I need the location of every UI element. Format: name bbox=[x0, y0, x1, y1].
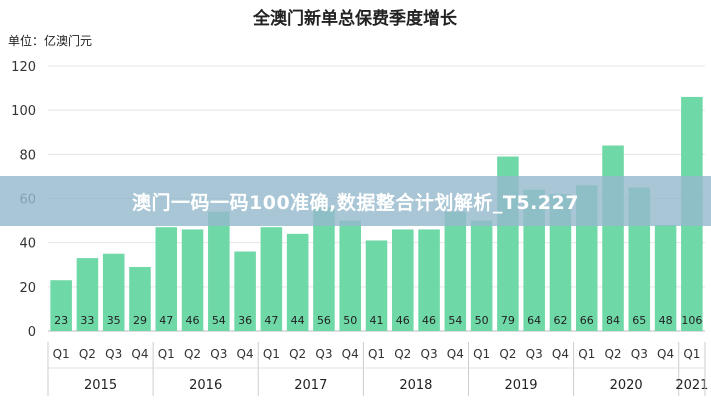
x-tick-label: Q4 bbox=[657, 347, 674, 361]
y-tick-label: 100 bbox=[11, 104, 36, 119]
y-axis: 020406080100120 bbox=[11, 60, 36, 340]
bar-value-label: 79 bbox=[501, 314, 515, 327]
bar-value-label: 33 bbox=[80, 314, 94, 327]
bar bbox=[208, 211, 230, 331]
bar-value-label: 36 bbox=[238, 314, 252, 327]
bar bbox=[155, 227, 178, 331]
bar bbox=[418, 229, 440, 331]
x-tick-label: Q2 bbox=[289, 347, 306, 361]
bar bbox=[129, 266, 151, 331]
bar bbox=[602, 145, 624, 331]
bar-value-label: 50 bbox=[343, 314, 357, 327]
x-tick-label: Q4 bbox=[131, 347, 148, 361]
x-tick-label: Q3 bbox=[421, 347, 438, 361]
x-tick-label: Q1 bbox=[263, 347, 280, 361]
x-tick-label: Q2 bbox=[394, 347, 411, 361]
year-label: 2018 bbox=[399, 378, 432, 393]
bar bbox=[286, 233, 309, 331]
unit-label: 单位：亿澳门元 bbox=[8, 33, 92, 48]
bar-value-label: 50 bbox=[475, 314, 489, 327]
bar-value-label: 56 bbox=[317, 314, 331, 327]
bar-value-label: 54 bbox=[212, 314, 226, 327]
year-label: 2016 bbox=[189, 378, 222, 393]
year-label: 2017 bbox=[294, 378, 327, 393]
y-tick-label: 120 bbox=[11, 60, 36, 75]
x-tick-label: Q1 bbox=[158, 347, 175, 361]
year-label: 2020 bbox=[610, 378, 643, 393]
bar-value-label: 47 bbox=[159, 314, 173, 327]
x-tick-label: Q4 bbox=[447, 347, 464, 361]
bar-value-label: 64 bbox=[527, 314, 541, 327]
bar-value-label: 65 bbox=[632, 314, 646, 327]
y-tick-label: 80 bbox=[19, 148, 36, 163]
x-tick-label: Q3 bbox=[315, 347, 332, 361]
year-label: 2019 bbox=[504, 378, 537, 393]
bar-value-label: 54 bbox=[448, 314, 462, 327]
bar bbox=[76, 258, 99, 331]
chart-title: 全澳门新单总保费季度增长 bbox=[252, 8, 458, 29]
x-tick-label: Q4 bbox=[552, 347, 569, 361]
bar-value-label: 106 bbox=[681, 314, 702, 327]
bar bbox=[50, 280, 72, 331]
bar-value-label: 35 bbox=[107, 314, 121, 327]
x-tick-label: Q3 bbox=[631, 347, 648, 361]
x-tick-label: Q1 bbox=[683, 347, 700, 361]
x-tick-label: Q2 bbox=[184, 347, 201, 361]
y-tick-label: 40 bbox=[19, 237, 36, 252]
year-label: 2015 bbox=[84, 378, 117, 393]
bar bbox=[549, 194, 572, 331]
bar bbox=[470, 220, 493, 331]
bar-value-label: 44 bbox=[291, 314, 305, 327]
bar bbox=[365, 240, 388, 331]
bar-value-label: 47 bbox=[264, 314, 278, 327]
x-tick-label: Q3 bbox=[210, 347, 227, 361]
bar-value-label: 23 bbox=[54, 314, 68, 327]
x-tick-label: Q4 bbox=[237, 347, 254, 361]
x-tick-label: Q4 bbox=[342, 347, 359, 361]
x-tick-label: Q2 bbox=[499, 347, 516, 361]
bar bbox=[339, 220, 361, 331]
bar bbox=[234, 251, 256, 331]
bar-value-label: 66 bbox=[580, 314, 594, 327]
x-tick-label: Q3 bbox=[526, 347, 543, 361]
bar-value-label: 41 bbox=[370, 314, 384, 327]
year-label: 2021 bbox=[675, 378, 708, 393]
bar bbox=[444, 211, 467, 331]
bar-value-label: 84 bbox=[606, 314, 620, 327]
bar-value-label: 46 bbox=[422, 314, 436, 327]
bar bbox=[392, 229, 414, 331]
bar-value-label: 46 bbox=[396, 314, 410, 327]
x-tick-label: Q1 bbox=[578, 347, 595, 361]
x-axis: Q1 Q2 Q3 Q4 Q1 Q2 Q3 Q4 Q1 Q2 Q3 Q4 Q1 Q2 Q3 Q4 Q1 Q2 Q3 Q4… bbox=[47, 342, 708, 396]
bar-value-label: 62 bbox=[553, 314, 567, 327]
x-tick-label: Q2 bbox=[604, 347, 621, 361]
x-tick-label: Q1 bbox=[473, 347, 490, 361]
y-tick-label: 0 bbox=[28, 325, 36, 340]
bar bbox=[654, 225, 677, 331]
bar-value-label: 29 bbox=[133, 314, 147, 327]
x-tick-label: Q1 bbox=[368, 347, 385, 361]
x-tick-label: Q3 bbox=[105, 347, 122, 361]
bar bbox=[181, 229, 204, 331]
overlay-banner: 澳门一码一码100准确,数据整合计划解析_T5.227 bbox=[0, 176, 711, 226]
bar bbox=[102, 253, 125, 331]
x-tick-label: Q2 bbox=[79, 347, 96, 361]
bar bbox=[260, 227, 283, 331]
bar-value-label: 48 bbox=[659, 314, 673, 327]
bar-value-label: 46 bbox=[186, 314, 200, 327]
banner-text: 澳门一码一码100准确,数据整合计划解析_T5.227 bbox=[132, 191, 579, 214]
x-tick-label: Q1 bbox=[53, 347, 70, 361]
y-tick-label: 20 bbox=[19, 281, 36, 296]
bar bbox=[313, 207, 335, 331]
